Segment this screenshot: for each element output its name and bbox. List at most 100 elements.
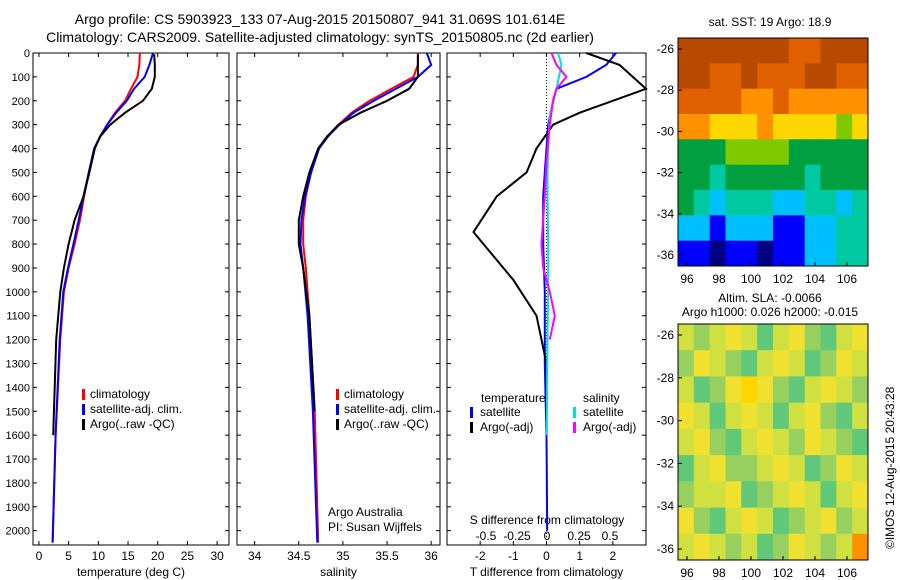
heatmap-cell — [804, 533, 821, 561]
y-tick-label: 900 — [12, 263, 30, 275]
heatmap-cell — [757, 324, 774, 351]
heatmap-cell — [820, 507, 837, 535]
legend-swatch — [336, 419, 339, 430]
heatmap-cell — [757, 164, 774, 191]
heatmap-cell — [804, 402, 821, 430]
legend-swatch — [336, 389, 339, 400]
heatmap-cell — [725, 402, 742, 430]
heatmap-cell — [820, 63, 837, 90]
heatmap-cell — [678, 428, 695, 456]
heatmap-cell — [773, 240, 790, 267]
legend-swatch — [470, 407, 473, 418]
heatmap-cell — [788, 139, 806, 166]
heatmap-cell — [709, 88, 726, 115]
heatmap-cell — [820, 164, 837, 191]
heatmap-cell — [773, 215, 790, 242]
heatmap-x-tick-label: 102 — [773, 566, 793, 580]
x-tick-label: 20 — [151, 549, 165, 563]
heatmap-cell — [788, 164, 806, 191]
heatmap-frame-sst — [677, 37, 869, 267]
y-tick-label: 1900 — [6, 502, 30, 514]
heatmap-cell — [709, 63, 726, 90]
heatmap-x-tick-label: 98 — [712, 566, 726, 580]
heatmap-cell — [741, 507, 758, 535]
heatmap-cell — [678, 240, 695, 267]
heatmap-cell — [804, 38, 821, 64]
heatmap-cell — [741, 190, 758, 216]
legend-title-salinity: salinity — [583, 391, 620, 405]
heatmap-cell — [836, 350, 853, 377]
heatmap-cell — [773, 88, 790, 115]
legend-label: satellite — [480, 405, 521, 419]
y-tick-label: 1300 — [6, 358, 30, 370]
heatmap-cell — [693, 190, 711, 216]
heatmap-y-tick-label: -26 — [657, 42, 675, 56]
heatmap-y-tick-label: -30 — [657, 124, 675, 138]
heatmap-cell — [678, 88, 695, 115]
heatmap-cell — [678, 350, 695, 377]
sla-panel-title: Altim. SLA: -0.0066 — [718, 291, 822, 305]
heatmap-cell — [788, 376, 806, 404]
heatmap-cell — [773, 533, 790, 561]
heatmap-cell — [852, 481, 869, 508]
heatmap-cell — [773, 63, 790, 90]
heatmap-cell — [836, 481, 853, 508]
x-tick-label: 10 — [92, 549, 106, 563]
x-tick-label: 34 — [248, 549, 262, 563]
heatmap-cell — [678, 164, 695, 191]
heatmap-cell — [678, 481, 695, 508]
heatmap-cell — [788, 428, 806, 456]
heatmap-cell — [725, 507, 742, 535]
x-tick-label: 36 — [424, 549, 438, 563]
secondary-tick-label: 0 — [544, 529, 551, 543]
heatmap-cell — [820, 455, 837, 482]
secondary-tick-label: -0.5 — [476, 529, 497, 543]
heatmap-y-tick-label: -26 — [657, 328, 675, 342]
heatmap-cell — [852, 507, 869, 535]
heatmap-cell — [725, 428, 742, 456]
heatmap-cell — [725, 350, 742, 377]
heatmap-x-tick-label: 104 — [805, 566, 825, 580]
heatmap-cell — [741, 240, 758, 267]
heatmap-cell — [725, 164, 742, 191]
heatmap-cell — [725, 533, 742, 561]
heatmap-cell — [788, 324, 806, 351]
heatmap-cell — [678, 376, 695, 404]
heatmap-cell — [852, 88, 869, 115]
heatmap-cell — [693, 240, 711, 267]
heatmap-cell — [788, 88, 806, 115]
x-tick-label: 35.5 — [375, 549, 399, 563]
heatmap-cell — [757, 190, 774, 216]
heatmap-cell — [804, 507, 821, 535]
series-line — [297, 54, 419, 412]
heatmap-cell — [709, 215, 726, 242]
heatmap-cell — [788, 38, 806, 64]
heatmap-cell — [757, 38, 774, 64]
heatmap-cell — [836, 402, 853, 430]
heatmap-cell — [725, 114, 742, 140]
heatmap-cell — [773, 507, 790, 535]
y-tick-label: 2000 — [6, 526, 30, 538]
heatmap-cell — [773, 376, 790, 404]
heatmap-cell — [804, 190, 821, 216]
heatmap-cell — [836, 507, 853, 535]
heatmap-cell — [678, 190, 695, 216]
heatmap-cell — [788, 533, 806, 561]
heatmap-cell — [804, 88, 821, 115]
heatmap-cell — [820, 481, 837, 508]
sla-panel-subtitle: Argo h1000: 0.026 h2000: -0.015 — [682, 305, 858, 319]
heatmap-cell — [741, 481, 758, 508]
heatmap-cell — [678, 533, 695, 561]
heatmap-cell — [804, 63, 821, 90]
heatmap-cell — [820, 350, 837, 377]
legend-swatch — [82, 404, 85, 415]
y-tick-label: 800 — [12, 239, 30, 251]
heatmap-cell — [773, 481, 790, 508]
heatmap-cell — [741, 88, 758, 115]
y-tick-label: 300 — [12, 120, 30, 132]
y-tick-label: 100 — [12, 72, 30, 84]
heatmap-cell — [741, 455, 758, 482]
heatmap-cell — [725, 324, 742, 351]
heatmap-cell — [773, 38, 790, 64]
x-axis-label-difference: T difference from climatology — [470, 565, 624, 579]
